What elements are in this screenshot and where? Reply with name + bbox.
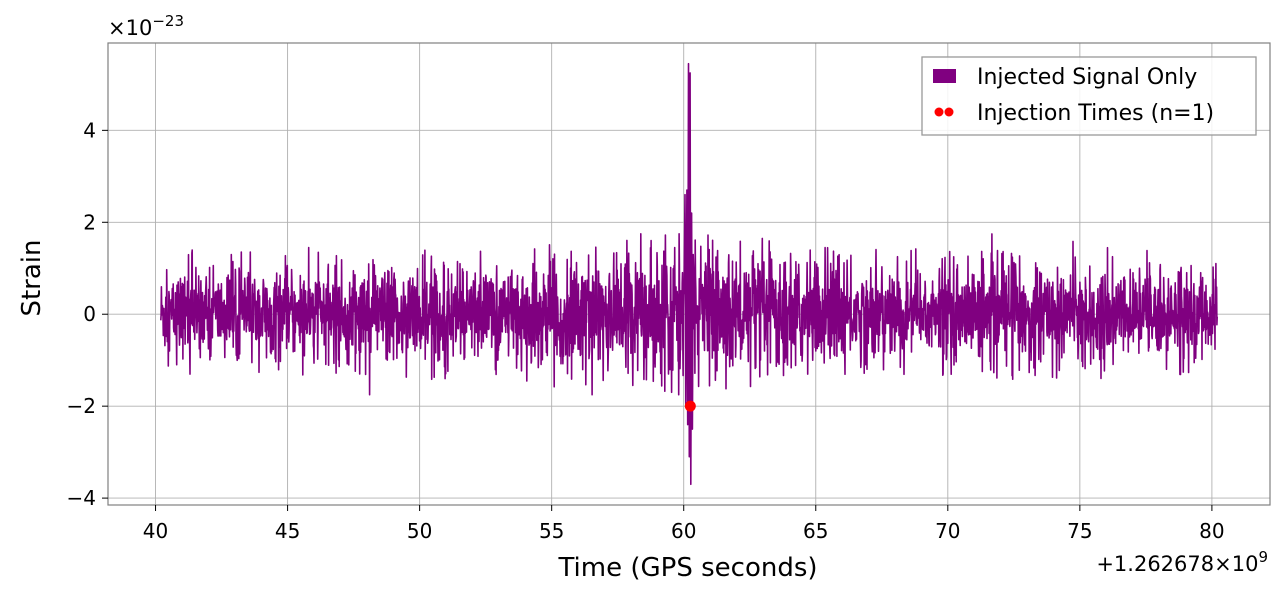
y-axis-label: Strain xyxy=(17,239,47,316)
x-axis-label: Time (GPS seconds) xyxy=(557,553,817,583)
y-multiplier-base: ×10 xyxy=(108,16,152,40)
y-tick-label: 0 xyxy=(83,302,96,326)
y-tick-label: −4 xyxy=(67,486,96,510)
legend-marker-injection-1 xyxy=(934,107,944,117)
y-tick-label: 2 xyxy=(83,210,96,234)
y-tick-label: −2 xyxy=(67,394,96,418)
axes-frame xyxy=(107,42,1271,506)
x-tick-label: 70 xyxy=(935,519,960,543)
legend-swatch-injected xyxy=(933,69,956,83)
legend-box xyxy=(921,56,1257,136)
x-tick-label: 50 xyxy=(407,519,432,543)
legend-marker-injection-2 xyxy=(944,107,954,117)
ticks: 40 45 50 55 60 65 70 75 80 −4 −2 0 2 4 xyxy=(67,118,1225,543)
x-offset: +1.262678×109 xyxy=(1096,548,1268,576)
x-offset-base: +1.262678×10 xyxy=(1096,552,1258,576)
y-tick-label: 4 xyxy=(83,118,96,142)
x-tick-label: 80 xyxy=(1199,519,1224,543)
x-tick-label: 75 xyxy=(1067,519,1092,543)
plot-area xyxy=(160,62,1218,486)
legend-label-injection: Injection Times (n=1) xyxy=(977,101,1214,126)
injection-time-point xyxy=(684,400,696,412)
series-injected-signal-line xyxy=(160,62,1218,486)
x-tick-label: 55 xyxy=(539,519,564,543)
x-tick-label: 65 xyxy=(803,519,828,543)
x-offset-exponent: 9 xyxy=(1258,548,1268,566)
legend: Injected Signal Only Injection Times (n=… xyxy=(921,56,1257,136)
x-tick-label: 60 xyxy=(671,519,696,543)
x-tick-label: 45 xyxy=(275,519,300,543)
x-tick-label: 40 xyxy=(143,519,168,543)
legend-label-injected: Injected Signal Only xyxy=(977,65,1197,90)
y-multiplier-exponent: −23 xyxy=(152,12,184,30)
y-multiplier: ×10−23 xyxy=(108,12,184,40)
